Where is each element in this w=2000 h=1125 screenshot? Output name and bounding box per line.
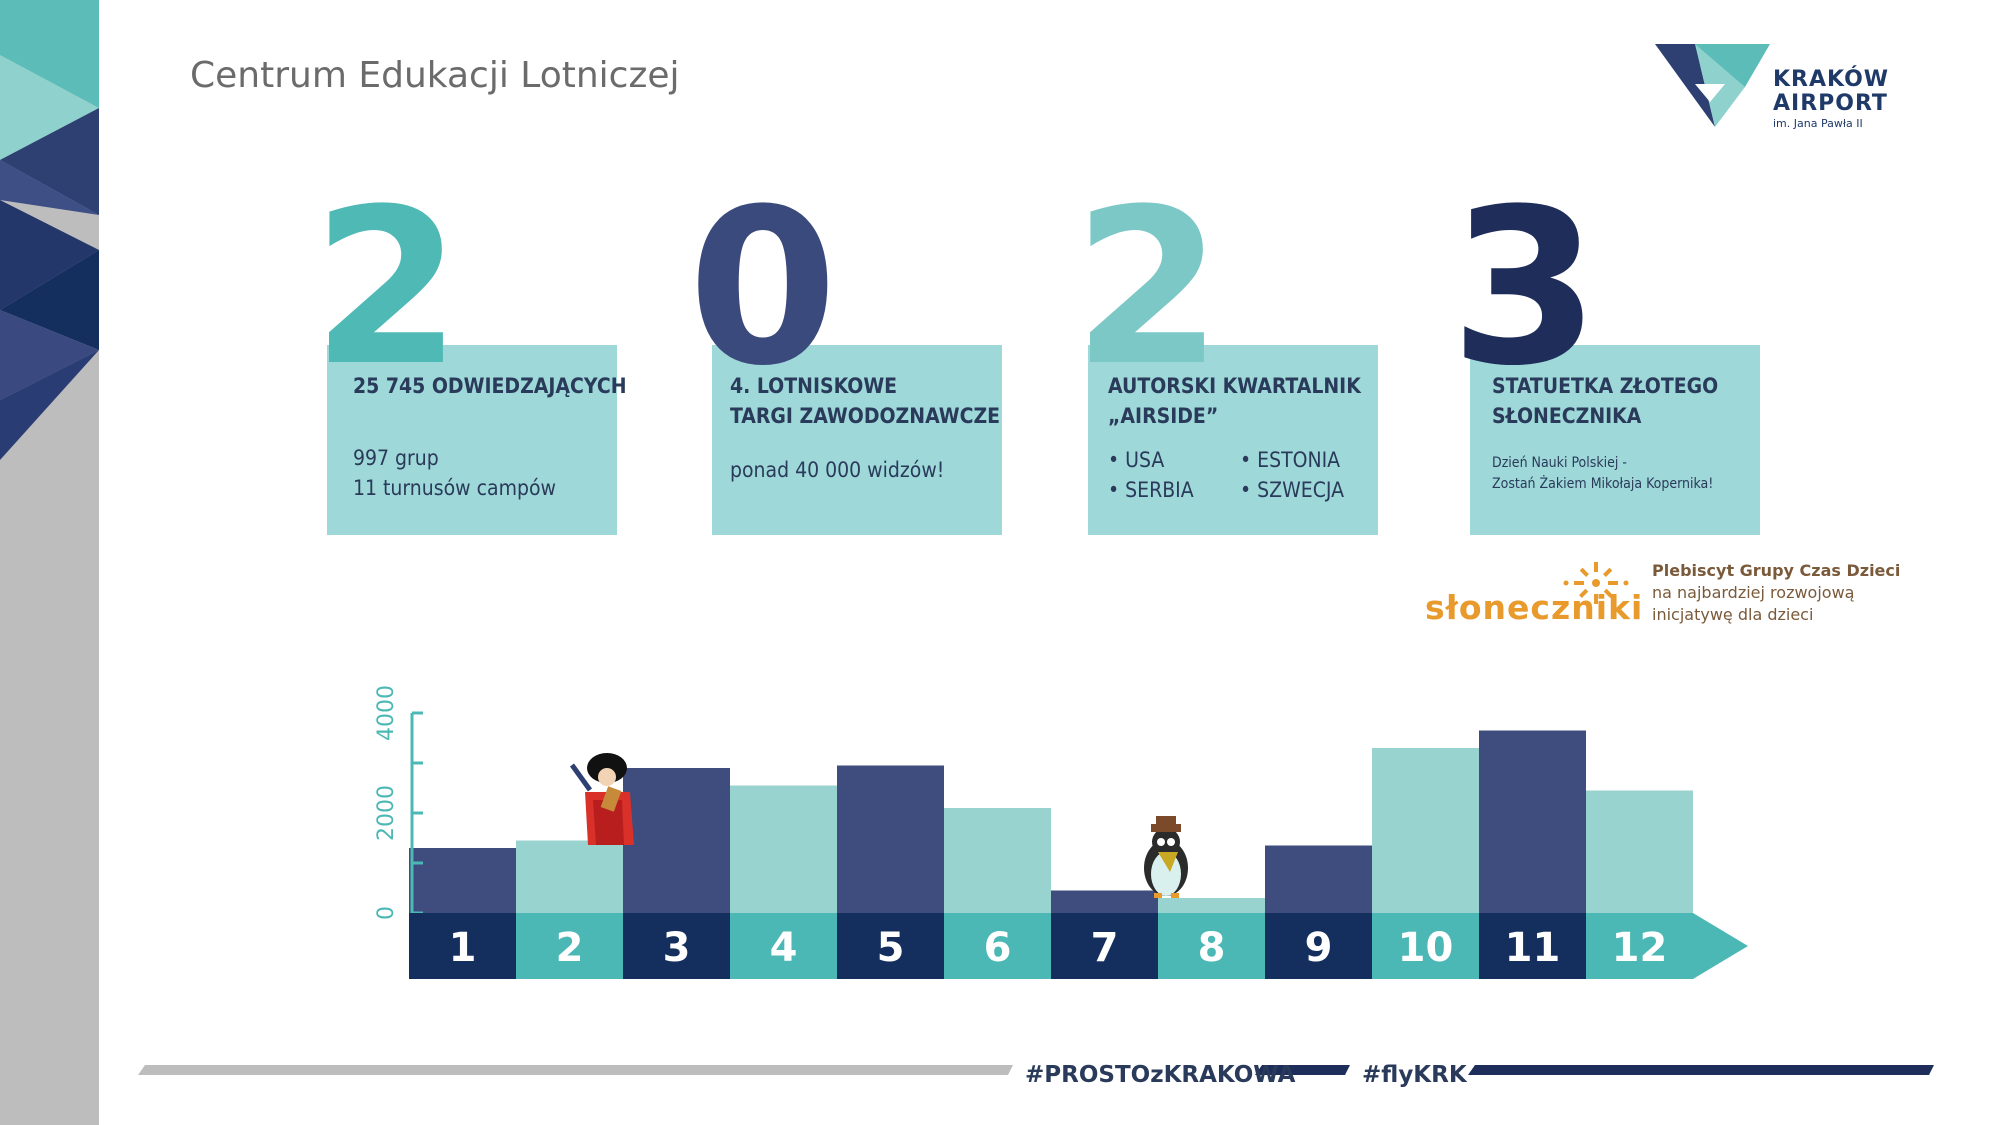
category-label: 12 [1612,925,1668,971]
card-small-line: Dzień Nauki Polskiej - [1492,455,1627,471]
category-label: 9 [1305,925,1333,971]
card-line: ponad 40 000 widzów! [730,458,945,482]
category-label: 8 [1198,925,1226,971]
bar-2 [516,840,623,913]
card-magazine: AUTORSKI KWARTALNIK „AIRSIDE” • USA • ES… [1088,345,1378,535]
bar-7 [1051,890,1158,913]
award-logo-name: słoneczniki [1425,588,1644,627]
bar-6 [944,808,1051,913]
hashtag-prosto: #PROSTOzKRAKOWA [1025,1062,1296,1088]
logo-mark-icon [1655,44,1770,127]
card-heading: TARGI ZAWODOZNAWCZE [730,404,1001,428]
category-label: 6 [984,925,1012,971]
category-label: 11 [1505,925,1561,971]
category-cell [1372,913,1479,979]
krakow-airport-logo: KRAKÓW AIRPORT im. Jana Pawła II [1655,42,1905,142]
card-line: 997 grup [353,446,439,470]
bar-5 [837,765,944,913]
sunflower-icon [1563,562,1629,604]
year-digit: 2 [312,162,462,413]
logo-line1: KRAKÓW [1773,67,1890,92]
y-tick-label: 4000 [374,685,399,741]
logo-line2: AIRPORT [1773,91,1888,116]
category-label: 3 [663,925,691,971]
category-cell [516,913,623,979]
bar-12 [1586,790,1693,913]
card-heading: 4. LOTNISKOWE [730,374,898,398]
bar-10 [1372,748,1479,913]
sidebar-decoration [0,0,99,1125]
bullet-item: • SZWECJA [1240,478,1345,502]
category-label: 7 [1091,925,1119,971]
bullet-item: • USA [1108,448,1165,472]
bar-11 [1479,730,1586,913]
logo-line3: im. Jana Pawła II [1773,117,1863,130]
category-label: 10 [1398,925,1454,971]
category-cell [837,913,944,979]
bar-9 [1265,845,1372,913]
footer-decoration [138,1065,1934,1075]
year-digit: 0 [688,162,838,413]
bar-4 [730,785,837,913]
bullet-item: • SERBIA [1108,478,1194,502]
card-heading: STATUETKA ZŁOTEGO [1492,374,1719,398]
card-line: 11 turnusów campów [353,476,556,500]
category-cell [1265,913,1372,979]
card-heading: SŁONECZNIKA [1492,404,1642,428]
axis-arrow-icon [1693,913,1748,979]
card-heading: 25 745 ODWIEDZAJĄCYCH [353,374,627,398]
bar-8 [1158,898,1265,913]
category-label: 5 [877,925,905,971]
card-small-line: Zostań Żakiem Mikołaja Kopernika! [1492,476,1714,492]
page-title: Centrum Edukacji Lotniczej [190,55,680,96]
category-cell [730,913,837,979]
category-cell [409,913,516,979]
bar-3 [623,768,730,913]
y-tick-label: 2000 [374,785,399,841]
award-line: Plebiscyt Grupy Czas Dzieci [1652,561,1901,580]
category-cell [623,913,730,979]
year-digit: 3 [1450,162,1600,413]
card-visitors: 25 745 ODWIEDZAJĄCYCH 997 grup 11 turnus… [327,345,627,535]
category-cell [1051,913,1158,979]
card-award: STATUETKA ZŁOTEGO SŁONECZNIKA Dzień Nauk… [1470,345,1760,535]
card-heading: „AIRSIDE” [1108,404,1219,428]
award-line: inicjatywę dla dzieci [1652,605,1814,624]
card-fair: 4. LOTNISKOWE TARGI ZAWODOZNAWCZE ponad … [712,345,1002,535]
bullet-item: • ESTONIA [1240,448,1341,472]
category-cell [1158,913,1265,979]
category-cell [1479,913,1586,979]
bar-1 [409,848,516,913]
category-label: 4 [770,925,798,971]
logo-text: KRAKÓW AIRPORT im. Jana Pawła II [1773,68,1889,132]
award-description: Plebiscyt Grupy Czas Dzieci na najbardzi… [1652,560,1900,626]
category-label: 1 [449,925,477,971]
y-tick-label: 0 [374,906,399,920]
category-cell [1586,913,1693,979]
category-cell [944,913,1051,979]
category-label: 2 [556,925,584,971]
award-line: na najbardziej rozwojową [1652,583,1855,602]
card-heading: AUTORSKI KWARTALNIK [1108,374,1361,398]
penguin-figure-icon [1144,816,1188,898]
year-digit: 2 [1073,162,1223,413]
hashtag-flykrk: #flyKRK [1362,1062,1467,1088]
astronomer-figure-icon [569,753,634,845]
